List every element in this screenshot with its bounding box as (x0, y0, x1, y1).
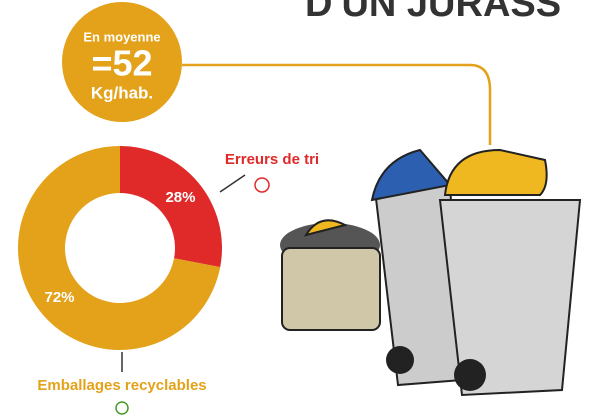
check-icon (116, 402, 128, 414)
cross-icon (255, 178, 269, 192)
value-label: 72% (44, 289, 74, 306)
legend-label: Emballages recyclables (37, 377, 206, 394)
infographic: D'UN JURASS En moyenne =52 Kg/hab. 28%72… (0, 0, 589, 416)
leader-line (220, 175, 245, 192)
connector (182, 65, 490, 145)
donut: 28% 72% (18, 146, 222, 350)
title: D'UN JURASS (305, 0, 561, 25)
donut-slice (120, 146, 222, 267)
page: D'UN JURASS En moyenne =52 Kg/hab. 28%72… (0, 0, 589, 416)
bins-illustration (280, 150, 580, 395)
legend-label: Erreurs de tri (225, 151, 319, 168)
value-label: 28% (165, 189, 195, 206)
badge-unit: Kg/hab. (91, 83, 153, 102)
badge-value: =52 (91, 43, 152, 84)
